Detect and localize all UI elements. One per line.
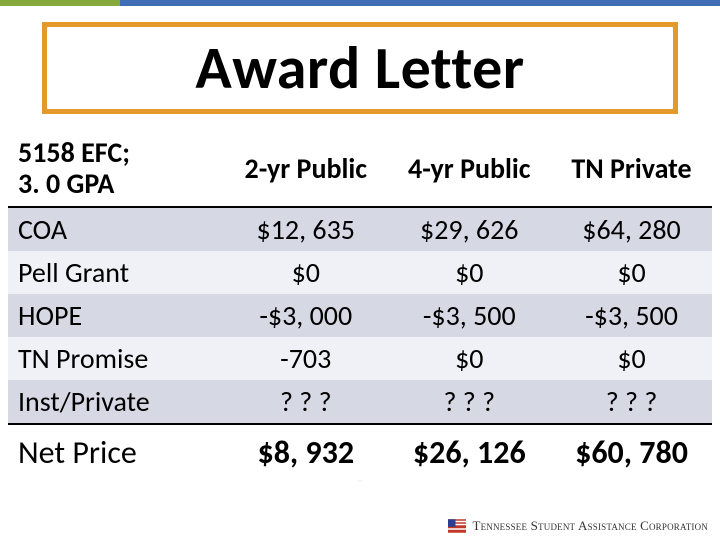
- row-label-coa: COA: [8, 207, 224, 251]
- cell-netprice: $60, 780: [551, 424, 712, 480]
- table-row: HOPE -$3, 000 -$3, 500 -$3, 500: [8, 294, 712, 337]
- cell: $0: [224, 251, 388, 294]
- footer-org: Tennessee Student Assistance Corporation: [448, 518, 708, 534]
- stripe-green: [0, 0, 120, 6]
- col-header-private: TN Private: [551, 132, 712, 207]
- header-scenario-label: 5158 EFC; 3. 0 GPA: [8, 132, 224, 207]
- table-row: COA $12, 635 $29, 626 $64, 280: [8, 207, 712, 251]
- row-label-hope: HOPE: [8, 294, 224, 337]
- stripe-blue: [120, 0, 720, 6]
- col-header-4yr: 4-yr Public: [388, 132, 552, 207]
- cell: ? ? ?: [388, 380, 552, 424]
- cell: ? ? ?: [551, 380, 712, 424]
- header-scenario-line2: 3. 0 GPA: [18, 166, 114, 201]
- table-row: Pell Grant $0 $0 $0: [8, 251, 712, 294]
- cell: $64, 280: [551, 207, 712, 251]
- row-label-instprivate: Inst/Private: [8, 380, 224, 424]
- cell: $0: [551, 251, 712, 294]
- cell: $0: [551, 337, 712, 380]
- header-scenario-line1: 5158 EFC;: [18, 135, 130, 170]
- title-box: Award Letter: [42, 22, 678, 114]
- cell: -$3, 500: [388, 294, 552, 337]
- cell-netprice: $26, 126: [388, 424, 552, 480]
- table-row: TN Promise -703 $0 $0: [8, 337, 712, 380]
- top-accent-stripe: [0, 0, 720, 6]
- row-label-tnpromise: TN Promise: [8, 337, 224, 380]
- slide-title: Award Letter: [195, 32, 524, 105]
- cell: $0: [388, 337, 552, 380]
- table-footer-row: Net Price $8, 932 $26, 126 $60, 780: [8, 424, 712, 480]
- cell: $29, 626: [388, 207, 552, 251]
- table-row: Inst/Private ? ? ? ? ? ? ? ? ?: [8, 380, 712, 424]
- cell: $0: [388, 251, 552, 294]
- row-label-netprice: Net Price: [8, 424, 224, 480]
- col-header-2yr: 2-yr Public: [224, 132, 388, 207]
- cell: -$3, 500: [551, 294, 712, 337]
- cell: -703: [224, 337, 388, 380]
- cell: ? ? ?: [224, 380, 388, 424]
- footer-org-name: Tennessee Student Assistance Corporation: [472, 518, 708, 534]
- row-label-pell: Pell Grant: [8, 251, 224, 294]
- table-header-row: 5158 EFC; 3. 0 GPA 2-yr Public 4-yr Publ…: [8, 132, 712, 207]
- cell-netprice: $8, 932: [224, 424, 388, 480]
- award-letter-table: 5158 EFC; 3. 0 GPA 2-yr Public 4-yr Publ…: [8, 132, 712, 480]
- cell: $12, 635: [224, 207, 388, 251]
- cell: -$3, 000: [224, 294, 388, 337]
- tsac-logo-icon: [448, 519, 466, 533]
